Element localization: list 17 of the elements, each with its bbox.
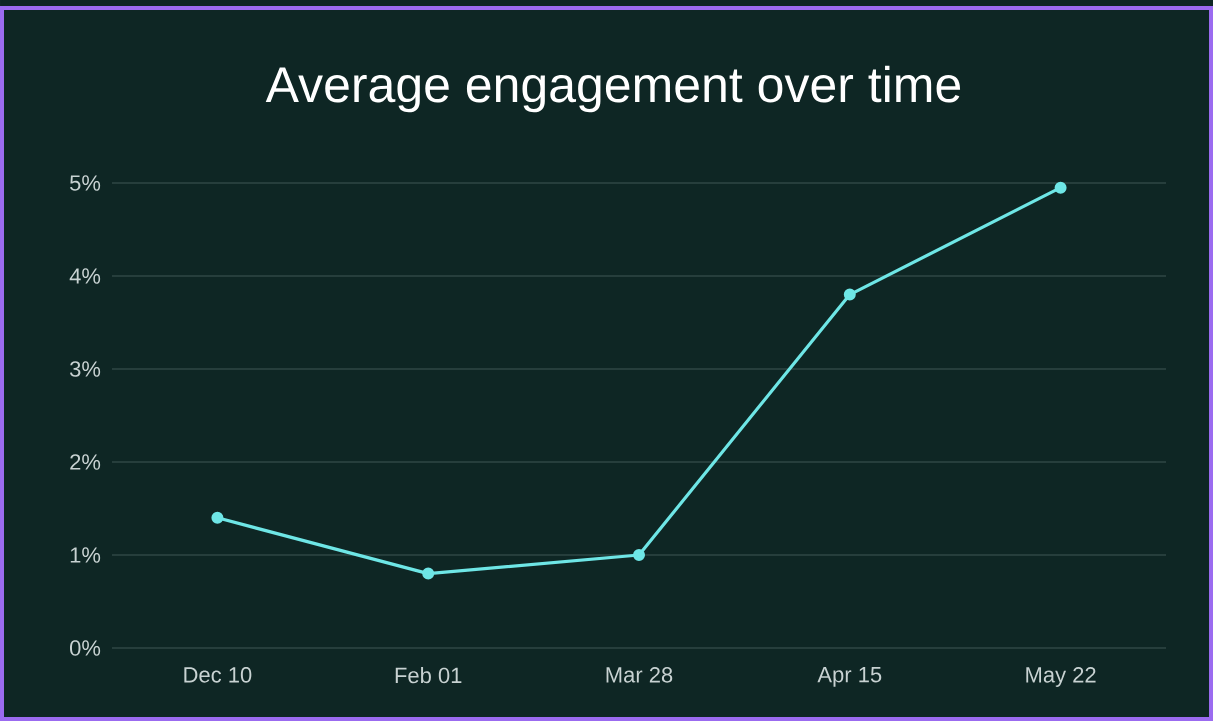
- point: [422, 567, 435, 580]
- point: [633, 548, 646, 561]
- point: [843, 288, 856, 301]
- chart-title: Average engagement over time: [265, 65, 961, 113]
- x-tick-label: May 22: [1026, 667, 1096, 687]
- x-tick-label: Mar 28: [606, 667, 673, 683]
- x-tick-label: Feb 01: [395, 667, 462, 684]
- point: [211, 511, 224, 524]
- x-tick-label: Apr 15: [817, 667, 882, 687]
- y-tick-label: 4%: [69, 268, 101, 284]
- y-tick-label: 0%: [69, 640, 101, 656]
- y-tick-label: 1%: [70, 547, 101, 563]
- y-tick-label: 2%: [70, 454, 101, 470]
- point: [1054, 181, 1067, 194]
- y-tick-label: 5%: [70, 175, 101, 191]
- y-tick-label: 3%: [69, 361, 101, 377]
- x-tick-label: Dec 10: [184, 667, 252, 683]
